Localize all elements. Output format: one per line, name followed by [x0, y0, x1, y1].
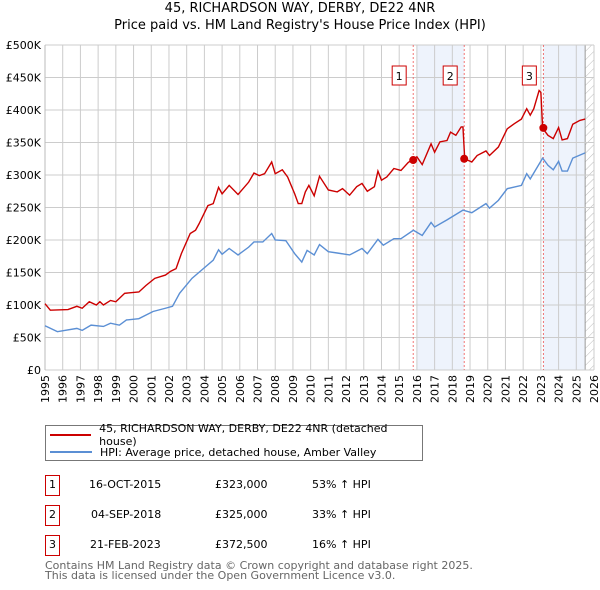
sale-label-box	[442, 65, 458, 86]
y-tick-label: £150K	[6, 267, 42, 280]
x-tick-label: 2007	[252, 375, 265, 403]
x-tick-label: 2015	[393, 375, 406, 403]
x-tick-label: 2005	[216, 375, 229, 403]
legend-label: 45, RICHARDSON WAY, DERBY, DE22 4NR (det…	[99, 422, 388, 448]
x-tick-label: 2025	[570, 375, 583, 403]
sale-marker-box: 3	[45, 535, 60, 556]
x-tick-label: 2014	[375, 375, 388, 403]
x-tick-label: 2003	[181, 375, 194, 403]
x-tick-label: 2020	[482, 375, 495, 403]
price-series-line	[44, 89, 586, 311]
legend-label: HPI: Average price, detached house, Ambe…	[100, 445, 377, 459]
sale-row: 1 16-OCT-2015 £323,000 53% ↑ HPI	[45, 475, 465, 496]
x-tick-label: 2008	[269, 375, 282, 403]
x-tick-label: 2016	[411, 375, 424, 403]
chart-subtitle: Price paid vs. HM Land Registry's House …	[114, 18, 486, 33]
x-tick-label: 2000	[128, 375, 141, 403]
sale-point	[409, 156, 418, 165]
footer-copyright: Contains HM Land Registry data © Crown c…	[45, 559, 473, 572]
x-tick-label: 1997	[74, 375, 87, 403]
x-tick-label: 2002	[163, 375, 176, 403]
sale-label-box	[521, 65, 537, 86]
sale-price: £372,500	[215, 538, 268, 551]
x-tick-label: 2001	[145, 375, 158, 403]
x-tick-label: 1998	[92, 375, 105, 403]
y-tick-label: £0	[27, 364, 41, 377]
sale-hpi: 33% ↑ HPI	[312, 508, 371, 521]
y-tick-label: £250K	[6, 202, 42, 215]
legend-item-price: 45, RICHARDSON WAY, DERBY, DE22 4NR (det…	[50, 422, 422, 448]
y-tick-label: £350K	[6, 137, 42, 150]
sale-date: 04-SEP-2018	[91, 508, 162, 521]
sale-row: 2 04-SEP-2018 £325,000 33% ↑ HPI	[45, 505, 465, 526]
sale-label: 3	[526, 70, 533, 83]
sale-hpi: 16% ↑ HPI	[312, 538, 371, 551]
y-tick-label: £400K	[6, 104, 42, 117]
x-tick-label: 2006	[234, 375, 247, 403]
x-tick-label: 1999	[110, 375, 123, 403]
x-tick-label: 1996	[57, 375, 70, 403]
x-tick-label: 1995	[39, 375, 52, 403]
x-tick-label: 2010	[305, 375, 318, 403]
y-tick-label: £500K	[6, 39, 42, 52]
sale-price: £325,000	[215, 508, 268, 521]
x-tick-label: 2013	[358, 375, 371, 403]
legend-item-hpi: HPI: Average price, detached house, Ambe…	[50, 444, 376, 460]
sale-row: 3 21-FEB-2023 £372,500 16% ↑ HPI	[45, 535, 465, 556]
x-tick-label: 2018	[446, 375, 459, 403]
legend-swatch-red	[50, 434, 92, 436]
y-tick-label: £50K	[13, 332, 42, 345]
x-tick-label: 2019	[464, 375, 477, 403]
chart-title: 45, RICHARDSON WAY, DERBY, DE22 4NR	[164, 1, 436, 16]
x-tick-label: 2023	[535, 375, 548, 403]
y-tick-label: £300K	[6, 169, 42, 182]
x-tick-label: 2012	[340, 375, 353, 403]
y-tick-label: £100K	[6, 299, 42, 312]
plot-area: 1995 1996 1997 1998 1999 2000 2001 2002 2003 2004…	[6, 39, 600, 403]
sale-label: 1	[396, 70, 403, 83]
hpi-series-line	[44, 152, 586, 333]
sale-point	[539, 123, 548, 132]
sale-hpi: 53% ↑ HPI	[312, 478, 371, 491]
sale-date: 21-FEB-2023	[90, 538, 161, 551]
x-tick-label: 2022	[517, 375, 530, 403]
legend-swatch-blue	[50, 451, 92, 453]
x-tick-label: 2017	[429, 375, 442, 403]
x-tick-label: 2026	[588, 375, 600, 403]
y-tick-label: £450K	[6, 72, 42, 85]
sale-marker-box: 1	[45, 475, 60, 496]
x-tick-label: 2009	[287, 375, 300, 403]
sale-price: £323,000	[215, 478, 268, 491]
sale-date: 16-OCT-2015	[89, 478, 162, 491]
x-tick-label: 2021	[499, 375, 512, 403]
sale-label-box	[391, 65, 407, 86]
y-tick-label: £200K	[6, 234, 42, 247]
footer-licence: This data is licensed under the Open Gov…	[45, 569, 396, 582]
sale-point	[460, 154, 469, 163]
x-tick-label: 2004	[198, 375, 211, 403]
x-tick-label: 2011	[322, 375, 335, 403]
legend: 45, RICHARDSON WAY, DERBY, DE22 4NR (det…	[45, 422, 423, 461]
x-tick-label: 2024	[553, 375, 566, 403]
sale-marker-box: 2	[45, 505, 60, 526]
sale-label: 2	[447, 70, 454, 83]
